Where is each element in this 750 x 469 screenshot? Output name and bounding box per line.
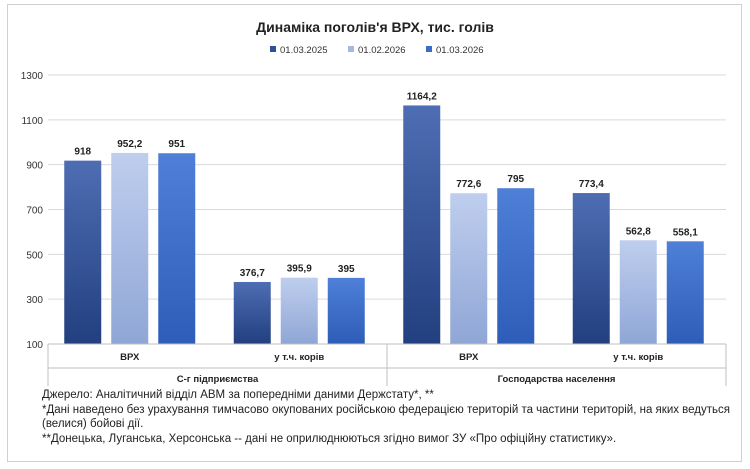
- data-label: 395,9: [287, 264, 312, 275]
- data-label: 773,4: [579, 179, 604, 190]
- data-label: 1164,2: [407, 91, 437, 102]
- legend-swatch-1: [270, 46, 276, 52]
- x-axis: ВРХ у т.ч. корів ВРХ у т.ч. корів С-г підпри…: [47, 343, 727, 386]
- bar: [280, 277, 318, 344]
- chart-title: Динаміка поголів'я ВРХ, тис. голів: [256, 19, 494, 35]
- bar: [497, 188, 535, 344]
- bar-chart: Динаміка поголів'я ВРХ, тис. голів 01.03…: [21, 19, 727, 386]
- bar: [327, 277, 365, 344]
- bar: [403, 105, 441, 344]
- legend-label-3: 01.03.2026: [436, 45, 484, 56]
- bar: [572, 193, 610, 344]
- legend: 01.03.2025 01.02.2026 01.03.2026: [270, 45, 484, 56]
- bar: [233, 281, 271, 344]
- data-label: 951: [168, 139, 185, 150]
- y-tick-label: 700: [26, 206, 43, 217]
- data-label: 562,8: [626, 226, 651, 237]
- bar: [666, 241, 704, 344]
- data-label: 376,7: [240, 268, 265, 279]
- legend-swatch-3: [426, 46, 432, 52]
- footnote-1-line-1: *Дані наведено без урахування тимчасово …: [42, 404, 731, 416]
- bar: [450, 193, 488, 344]
- legend-swatch-2: [348, 46, 354, 52]
- y-tick-label: 500: [26, 250, 43, 261]
- data-label: 772,6: [456, 179, 481, 190]
- group-label: С-г підприємства: [177, 374, 259, 385]
- bars: 918 952,2 951 376,7 395,9 395 1164,2 772,6 795 77…: [64, 91, 704, 344]
- legend-label-1: 01.03.2025: [280, 45, 328, 56]
- source-note: Джерело: Аналітичний відділ АВМ за попер…: [42, 389, 434, 401]
- footnote-2: **Донецька, Луганська, Херсонська -- дан…: [42, 433, 617, 445]
- y-axis: 100 300 500 700 900 1100 1300: [21, 71, 44, 351]
- y-tick-label: 100: [26, 340, 43, 351]
- data-label: 952,2: [117, 139, 142, 150]
- bar: [111, 152, 149, 344]
- footnote-1-line-2: (велися) бойові дії.: [42, 418, 144, 430]
- x-tick-label: ВРХ: [459, 352, 479, 363]
- data-label: 918: [74, 147, 91, 158]
- y-tick-label: 1100: [21, 116, 43, 127]
- legend-label-2: 01.02.2026: [358, 45, 406, 56]
- chart-frame: Динаміка поголів'я ВРХ, тис. голів 01.03…: [7, 4, 742, 462]
- data-label: 558,1: [673, 227, 698, 238]
- x-tick-label: ВРХ: [120, 352, 140, 363]
- group-label: Господарства населення: [498, 374, 616, 385]
- data-label: 395: [338, 264, 355, 275]
- bar: [64, 160, 102, 344]
- y-tick-label: 300: [26, 295, 43, 306]
- bar: [619, 240, 657, 344]
- y-tick-label: 900: [26, 161, 43, 172]
- y-tick-label: 1300: [21, 71, 44, 82]
- data-label: 795: [507, 174, 524, 185]
- x-tick-label: у т.ч. корів: [613, 352, 663, 363]
- bar: [158, 153, 196, 344]
- x-tick-label: у т.ч. корів: [274, 352, 324, 363]
